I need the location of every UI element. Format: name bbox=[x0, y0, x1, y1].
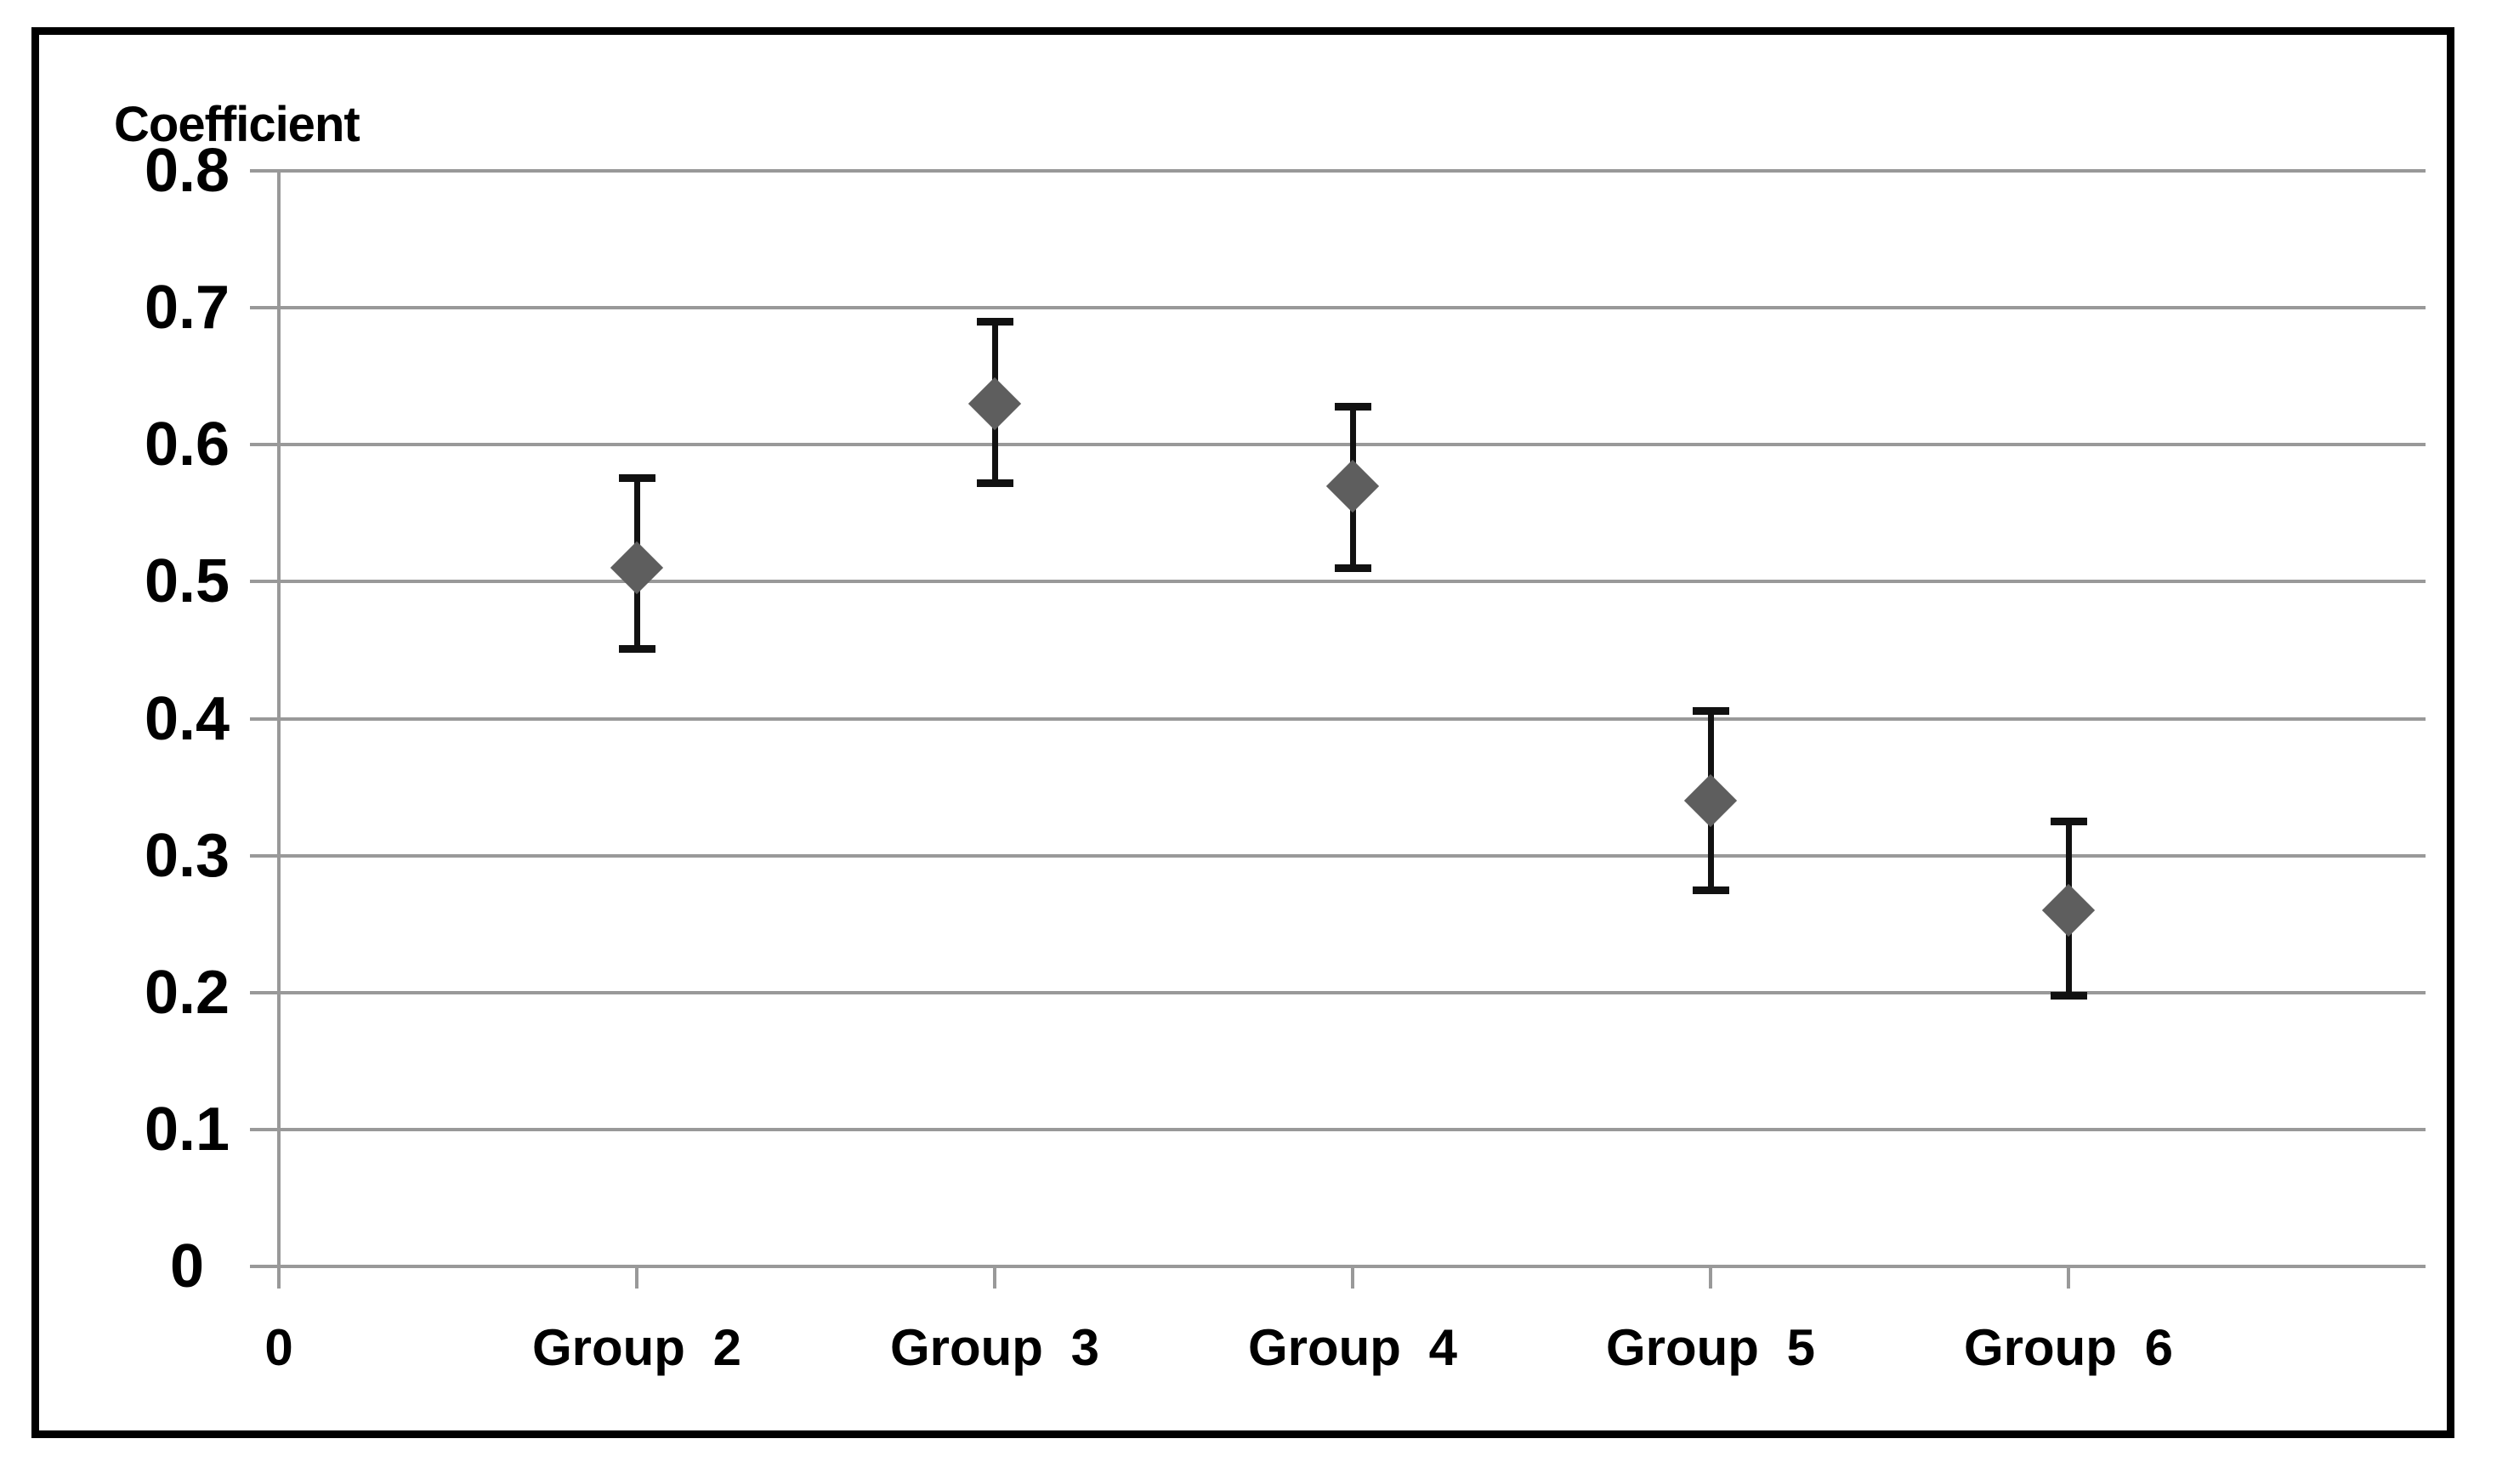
y-axis-tick-label: 0.2 bbox=[144, 958, 230, 1027]
x-axis-line bbox=[250, 1265, 2426, 1268]
y-axis-tick-label: 0.7 bbox=[144, 274, 230, 343]
y-axis-tick-label: 0.4 bbox=[144, 684, 230, 753]
error-bar-cap-bottom bbox=[619, 645, 655, 654]
y-gridline bbox=[250, 169, 2426, 173]
y-axis-tick-label: 0.6 bbox=[144, 411, 230, 479]
x-axis-tick bbox=[1351, 1266, 1354, 1289]
y-gridline bbox=[250, 580, 2426, 584]
error-bar-cap-bottom bbox=[2051, 991, 2087, 1000]
y-axis-tick-label: 0 bbox=[169, 1232, 205, 1300]
error-bar-cap-bottom bbox=[1693, 886, 1729, 894]
y-gridline bbox=[250, 306, 2426, 310]
x-axis-tick bbox=[1709, 1266, 1712, 1289]
data-point-diamond-marker bbox=[1683, 774, 1738, 828]
y-axis-tick-label: 0.8 bbox=[144, 137, 230, 205]
y-gridline bbox=[250, 990, 2426, 994]
data-point-diamond-marker bbox=[1325, 459, 1380, 513]
y-gridline bbox=[250, 443, 2426, 447]
x-axis-category-label: Group 6 bbox=[1963, 1319, 2173, 1376]
data-point-diamond-marker bbox=[610, 541, 664, 595]
error-bar-cap-top bbox=[1335, 403, 1371, 411]
error-bar-cap-top bbox=[977, 318, 1013, 326]
data-point-diamond-marker bbox=[2041, 883, 2096, 937]
data-point-diamond-marker bbox=[967, 377, 1022, 431]
y-gridline bbox=[250, 853, 2426, 858]
error-bar-cap-top bbox=[2051, 818, 2087, 826]
x-axis-tick bbox=[277, 1266, 281, 1289]
y-axis-line bbox=[277, 169, 281, 1289]
y-axis-tick-label: 0.1 bbox=[144, 1095, 230, 1164]
chart-frame: Coefficient 0.8 0.7 0.6 0.5 0.4 0.3 0.2 0.1 0 0 Gr… bbox=[31, 27, 2454, 1438]
x-axis-category-label: Group 3 bbox=[889, 1319, 1099, 1376]
x-axis-category-label: Group 2 bbox=[531, 1319, 741, 1376]
x-axis-category-label: 0 bbox=[264, 1319, 293, 1376]
error-bar-cap-bottom bbox=[977, 479, 1013, 488]
y-gridline bbox=[250, 1127, 2426, 1131]
x-axis-tick bbox=[635, 1266, 638, 1289]
error-bar-cap-top bbox=[1693, 706, 1729, 715]
x-axis-category-label: Group 5 bbox=[1605, 1319, 1815, 1376]
x-axis-category-label: Group 4 bbox=[1247, 1319, 1457, 1376]
x-axis-tick bbox=[2067, 1266, 2070, 1289]
y-gridline bbox=[250, 717, 2426, 721]
y-axis-tick-label: 0.3 bbox=[144, 821, 230, 890]
error-bar-cap-top bbox=[619, 473, 655, 482]
chart-title: Coefficient bbox=[114, 97, 360, 152]
error-bar-cap-bottom bbox=[1335, 564, 1371, 573]
y-axis-tick-label: 0.5 bbox=[144, 547, 230, 616]
x-axis-tick bbox=[993, 1266, 996, 1289]
